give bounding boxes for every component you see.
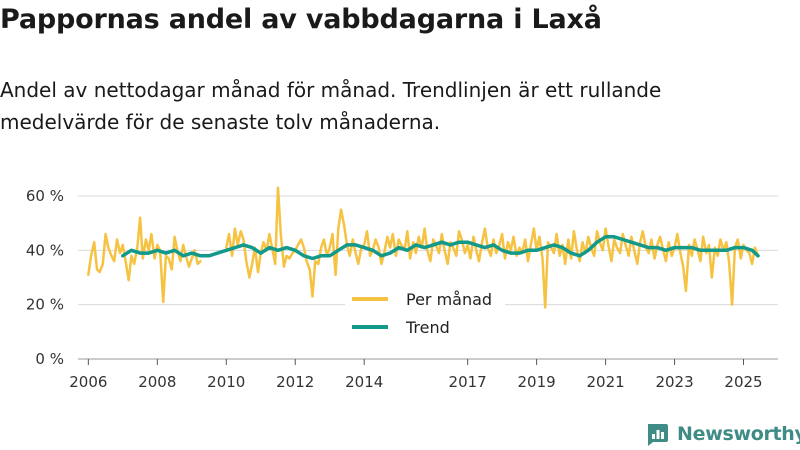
y-tick-label: 60 % — [26, 187, 64, 205]
x-tick-label: 2021 — [586, 373, 624, 391]
newsworthy-logo-icon — [648, 424, 668, 446]
y-axis: 0 % 20 % 40 % 60 % — [26, 187, 64, 368]
x-tick-label: 2006 — [69, 373, 107, 391]
x-tick-label: 2010 — [207, 373, 245, 391]
y-tick-label: 20 % — [26, 296, 64, 314]
x-tick-label: 2014 — [345, 373, 383, 391]
y-tick-label: 40 % — [26, 241, 64, 259]
x-tick-label: 2008 — [138, 373, 176, 391]
x-tick-label: 2019 — [518, 373, 556, 391]
plot-area — [87, 186, 760, 309]
legend: Per månad Trend — [345, 283, 505, 341]
series-line-trend — [121, 235, 760, 261]
x-tick-label: 2012 — [276, 373, 314, 391]
legend-label-monthly: Per månad — [406, 290, 492, 309]
brand-footer: Newsworthy — [645, 420, 800, 448]
x-tick-label: 2023 — [655, 373, 693, 391]
chart-subtitle: Andel av nettodagar månad för månad. Tre… — [0, 78, 662, 134]
legend-label-trend: Trend — [405, 318, 450, 337]
chart-title: Pappornas andel av vabbdagarna i Laxå — [0, 4, 602, 35]
x-tick-label: 2017 — [449, 373, 487, 391]
x-axis: 2006 2008 2010 2012 2014 2017 2019 2021 2023 2025 — [69, 359, 763, 391]
x-tick-label: 2025 — [724, 373, 762, 391]
brand-name: Newsworthy — [677, 423, 800, 445]
legend-background — [345, 283, 505, 341]
y-tick-label: 0 % — [35, 350, 64, 368]
